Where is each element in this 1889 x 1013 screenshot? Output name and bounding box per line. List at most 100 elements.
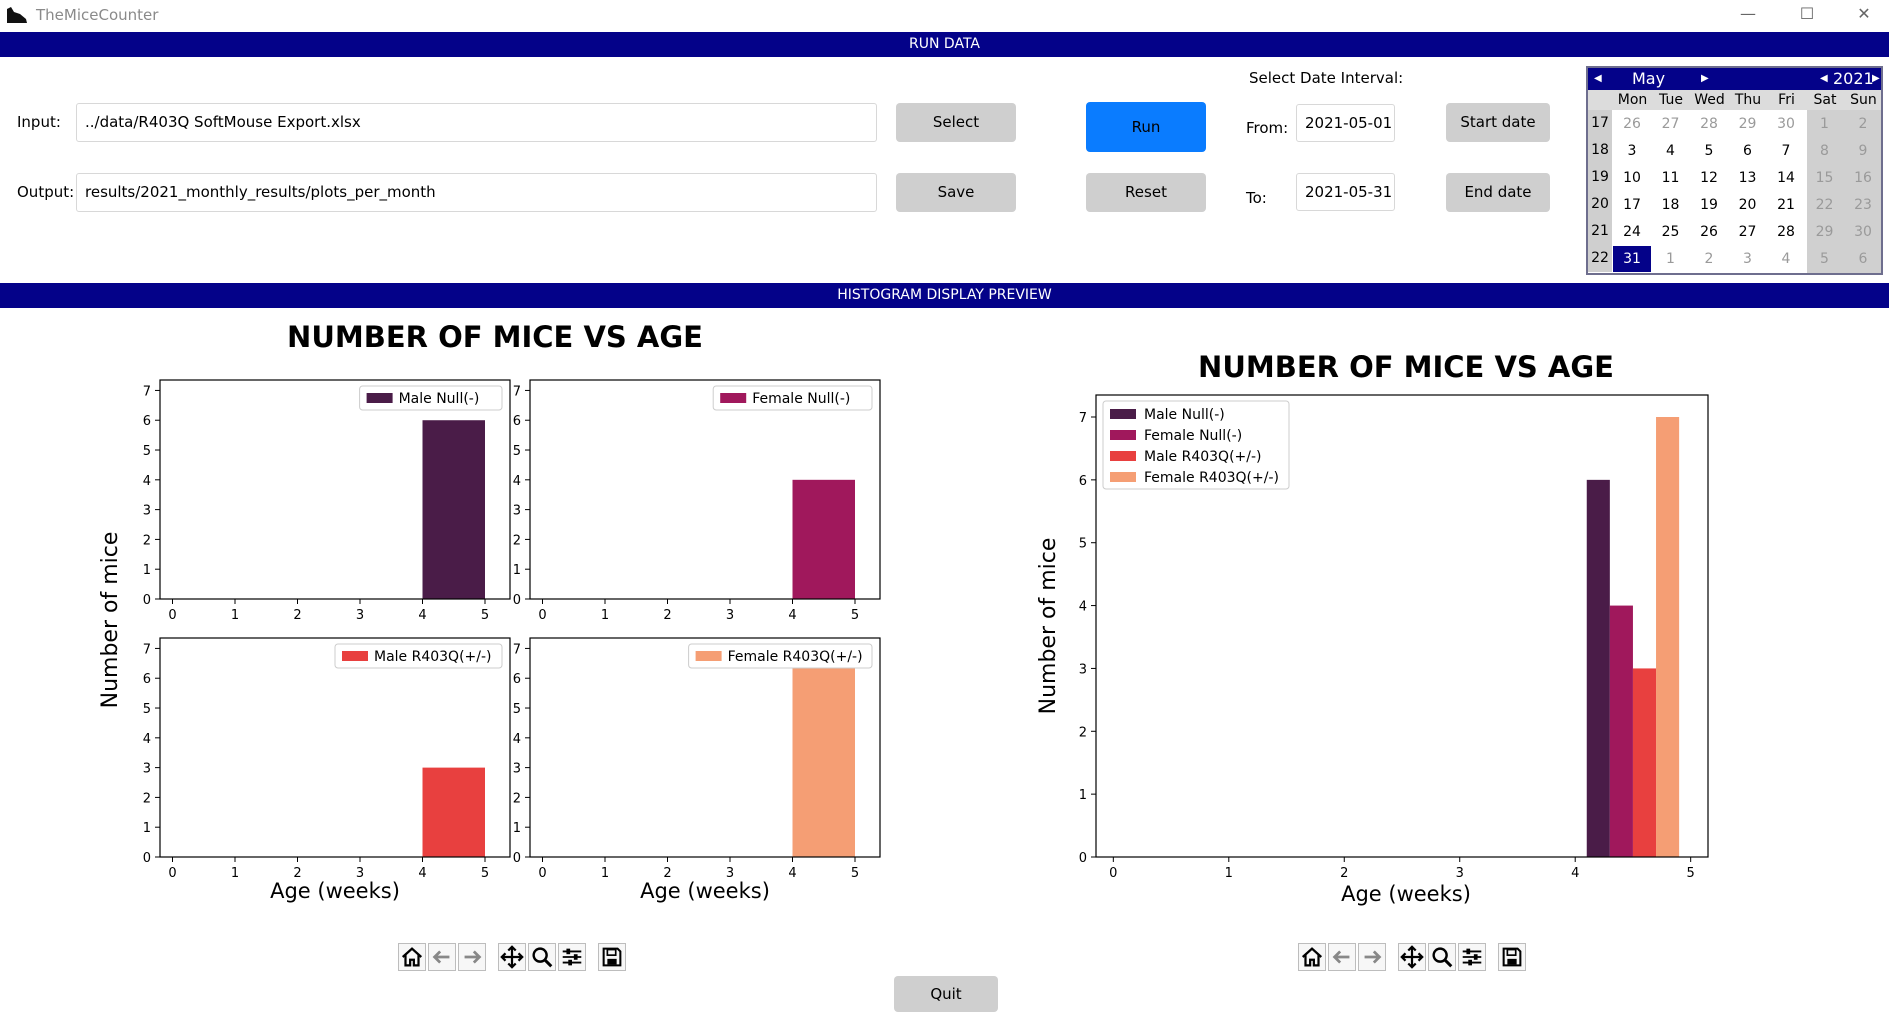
x-tick-label: 1: [601, 866, 609, 881]
calendar-day[interactable]: 5: [1820, 251, 1829, 267]
y-tick-label: 3: [513, 504, 521, 519]
calendar-day[interactable]: 30: [1777, 116, 1795, 132]
maximize-button[interactable]: ☐: [1799, 4, 1815, 23]
calendar-day[interactable]: 28: [1777, 224, 1795, 240]
calendar-day[interactable]: 26: [1700, 224, 1718, 240]
close-button[interactable]: ✕: [1857, 4, 1871, 23]
calendar-day[interactable]: 24: [1623, 224, 1641, 240]
calendar-day[interactable]: 15: [1815, 170, 1834, 186]
calendar-day[interactable]: 26: [1623, 116, 1641, 132]
calendar-day[interactable]: 6: [1858, 251, 1868, 267]
calendar-day[interactable]: 25: [1661, 224, 1680, 240]
calendar-day[interactable]: 18: [1661, 197, 1680, 213]
calendar-day[interactable]: 3: [1627, 143, 1637, 159]
zoom-icon[interactable]: [1428, 943, 1456, 971]
calendar-day[interactable]: 16: [1854, 170, 1872, 186]
calendar-day[interactable]: 7: [1781, 143, 1791, 159]
x-tick-label: 2: [293, 866, 301, 881]
histogram-bar: [1609, 605, 1633, 857]
zoom-icon[interactable]: [528, 943, 556, 971]
y-tick-label: 6: [143, 672, 151, 687]
quit-button[interactable]: Quit: [894, 976, 998, 1012]
calendar-day[interactable]: 13: [1738, 170, 1757, 186]
end-date-button[interactable]: End date: [1446, 173, 1550, 212]
calendar-day[interactable]: 27: [1661, 116, 1680, 132]
calendar-day[interactable]: 17: [1623, 197, 1641, 213]
pan-icon[interactable]: [498, 943, 526, 971]
legend-swatch: [1110, 430, 1136, 440]
calendar-day[interactable]: 6: [1743, 143, 1752, 159]
to-date-field[interactable]: 2021-05-31: [1296, 173, 1395, 211]
pan-icon[interactable]: [1398, 943, 1426, 971]
weekend-shading: [1807, 110, 1881, 273]
calendar-day[interactable]: 3: [1743, 251, 1752, 267]
output-path-field[interactable]: results/2021_monthly_results/plots_per_m…: [76, 173, 877, 212]
calendar-day[interactable]: 22: [1815, 197, 1834, 213]
calendar-day[interactable]: 8: [1820, 143, 1829, 159]
run-button[interactable]: Run: [1086, 102, 1206, 152]
calendar-day[interactable]: 29: [1815, 224, 1834, 240]
x-tick-label: 1: [231, 608, 239, 623]
calendar-day[interactable]: 27: [1738, 224, 1757, 240]
save-icon[interactable]: [1498, 943, 1526, 971]
save-button[interactable]: Save: [896, 173, 1016, 212]
back-icon[interactable]: [428, 943, 456, 971]
start-date-button[interactable]: Start date: [1446, 103, 1550, 142]
reset-button[interactable]: Reset: [1086, 173, 1206, 212]
configure-icon[interactable]: [1458, 943, 1486, 971]
calendar-day[interactable]: 4: [1781, 251, 1791, 267]
calendar-day[interactable]: 29: [1738, 116, 1757, 132]
histogram-bar: [1656, 417, 1680, 857]
calendar-day[interactable]: 1: [1666, 251, 1675, 267]
axes-frame: [159, 637, 511, 858]
histogram-bar: [1586, 479, 1610, 857]
calendar-day[interactable]: 20: [1738, 197, 1757, 213]
legend-swatch: [366, 393, 393, 403]
calendar-day[interactable]: 10: [1623, 170, 1641, 186]
calendar-day[interactable]: 23: [1854, 197, 1872, 213]
x-tick-label: 1: [601, 608, 609, 623]
calendar-day[interactable]: 9: [1858, 143, 1868, 159]
calendar-widget[interactable]: ◀ May ▶ ◀ 2021 ▶ Mon Tue Wed Thu Fri Sat Sun 1…: [1586, 66, 1883, 275]
back-icon[interactable]: [1328, 943, 1356, 971]
select-button[interactable]: Select: [896, 103, 1016, 142]
calendar-day[interactable]: 2: [1858, 116, 1868, 132]
forward-icon[interactable]: [1358, 943, 1386, 971]
save-icon[interactable]: [598, 943, 626, 971]
prev-month-icon[interactable]: ◀: [1594, 73, 1602, 84]
calendar-day[interactable]: 4: [1666, 143, 1675, 159]
week-number: 21: [1588, 218, 1612, 245]
x-tick-label: 0: [538, 608, 546, 623]
calendar-day[interactable]: 5: [1704, 143, 1714, 159]
home-icon[interactable]: [1298, 943, 1326, 971]
calendar-day[interactable]: 19: [1700, 197, 1718, 213]
legend-label: Female Null(-): [1144, 428, 1242, 444]
minimize-button[interactable]: —: [1740, 4, 1756, 23]
calendar-day[interactable]: 12: [1700, 170, 1718, 186]
next-month-icon[interactable]: ▶: [1701, 73, 1709, 84]
home-icon[interactable]: [398, 943, 426, 971]
legend-box: [334, 643, 503, 669]
from-date-field[interactable]: 2021-05-01: [1296, 104, 1395, 142]
next-year-icon[interactable]: ▶: [1872, 73, 1880, 84]
legend-box: [688, 643, 873, 669]
configure-icon[interactable]: [558, 943, 586, 971]
calendar-month[interactable]: May: [1632, 69, 1666, 88]
calendar-day[interactable]: 30: [1854, 224, 1872, 240]
x-tick-label: 0: [168, 866, 176, 881]
calendar-day[interactable]: 2: [1704, 251, 1714, 267]
weekday-mon: Mon: [1617, 92, 1648, 108]
calendar-day[interactable]: 28: [1700, 116, 1718, 132]
forward-icon[interactable]: [458, 943, 486, 971]
calendar-day[interactable]: 31: [1613, 246, 1651, 272]
y-tick-label: 4: [513, 732, 521, 747]
calendar-day[interactable]: 14: [1777, 170, 1795, 186]
input-path-field[interactable]: ../data/R403Q SoftMouse Export.xlsx: [76, 103, 877, 142]
calendar-year[interactable]: 2021: [1833, 69, 1874, 88]
calendar-day[interactable]: 1: [1820, 116, 1829, 132]
prev-year-icon[interactable]: ◀: [1820, 73, 1828, 84]
calendar-day[interactable]: 11: [1661, 170, 1680, 186]
y-tick-label: 1: [143, 821, 151, 836]
y-tick-label: 5: [513, 702, 521, 717]
calendar-day[interactable]: 21: [1777, 197, 1795, 213]
